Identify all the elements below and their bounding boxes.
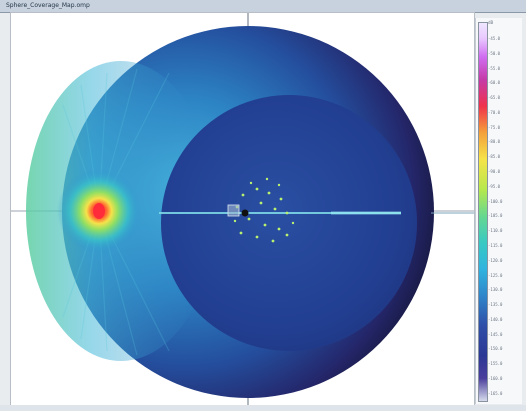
legend-tick: -140.0 — [488, 316, 503, 322]
window-title: Sphere_Coverage_Map.omp — [6, 2, 90, 9]
legend-tick: -120.0 — [488, 257, 503, 263]
legend-tick: -130.0 — [488, 287, 503, 293]
legend-caption: dB — [488, 20, 494, 25]
legend-tick: -155.0 — [488, 361, 503, 367]
legend-tick: -60.0 — [488, 80, 501, 86]
legend-tick: -150.0 — [488, 346, 503, 352]
legend-tick: -80.0 — [488, 139, 501, 145]
legend-tick: -110.0 — [488, 228, 503, 234]
legend-tick: -85.0 — [488, 154, 501, 160]
legend-tick: -145.0 — [488, 331, 503, 337]
legend-tick: -95.0 — [488, 183, 501, 189]
inner-coverage-disc — [161, 95, 417, 351]
coverage-viewport[interactable] — [10, 12, 475, 406]
legend-tick: -45.0 — [488, 36, 501, 41]
coverage-sphere-graphic — [11, 13, 474, 405]
legend-tick: -125.0 — [488, 272, 503, 278]
crosshair-marker-icon — [227, 204, 249, 217]
legend-tick-list: -45.0 -50.0 -55.0 -60.0 -65.0 -70.0 -75.… — [488, 36, 518, 396]
hotspot-core — [93, 203, 105, 219]
legend-tick: -100.0 — [488, 198, 503, 204]
color-scale-legend: dB -45.0 -50.0 -55.0 -60.0 -65.0 -70.0 -… — [475, 18, 522, 404]
legend-tick: -55.0 — [488, 65, 501, 71]
legend-tick: -160.0 — [488, 375, 503, 381]
legend-tick: -75.0 — [488, 124, 501, 130]
legend-tick: -105.0 — [488, 213, 503, 219]
status-bar — [0, 405, 526, 411]
legend-tick: -135.0 — [488, 302, 503, 308]
legend-tick: -70.0 — [488, 109, 501, 115]
legend-tick: -115.0 — [488, 242, 503, 248]
legend-tick: -165.0 — [488, 390, 503, 396]
legend-tick: -90.0 — [488, 169, 501, 175]
legend-tick: -65.0 — [488, 95, 501, 101]
color-scale-bar — [478, 22, 488, 402]
legend-tick: -50.0 — [488, 50, 501, 56]
